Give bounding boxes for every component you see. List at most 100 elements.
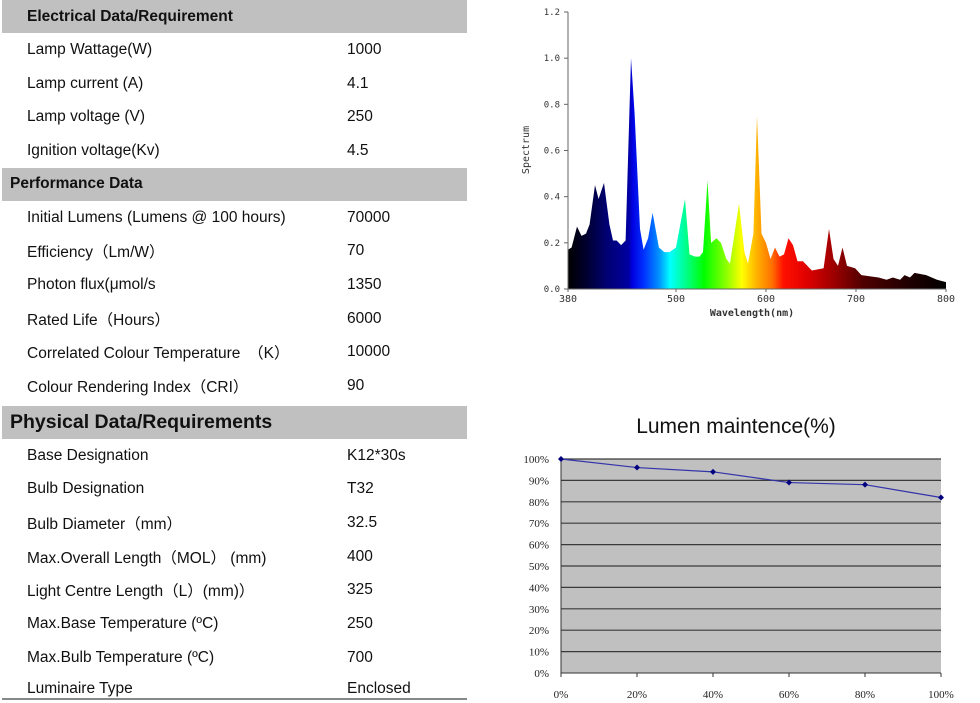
row-value: 1350 xyxy=(347,275,382,293)
row-label: Max.Base Temperature (ºC) xyxy=(27,615,219,633)
table-row: Bulb Designation T32 xyxy=(2,473,467,507)
row-value: 32.5 xyxy=(347,514,378,532)
row-label: Efficiency（Lm/W） xyxy=(27,244,165,262)
spectrum-x-tick-label: 380 xyxy=(559,294,577,305)
spectrum-y-tick-label: 0.4 xyxy=(544,193,560,203)
lumen-y-tick-label: 90% xyxy=(529,475,549,487)
lumen-y-tick-label: 20% xyxy=(529,625,549,637)
row-label: Initial Lumens (Lumens @ 100 hours) xyxy=(27,208,286,226)
spectrum-y-tick-label: 0.0 xyxy=(544,285,560,295)
row-value: 1000 xyxy=(347,40,382,58)
spectrum-x-tick-label: 500 xyxy=(667,294,685,305)
lumen-data-point xyxy=(786,479,792,486)
row-label: Photon flux(μmol/s xyxy=(27,275,156,293)
lumen-y-tick-label: 0% xyxy=(534,668,549,680)
table-row: Luminaire Type Enclosed xyxy=(2,675,467,703)
table-row: Rated Life（Hours） 6000 xyxy=(2,302,467,336)
table-bottom-divider xyxy=(2,698,467,700)
lumen-x-tick-label: 100% xyxy=(928,689,954,700)
row-label: Lamp Wattage(W) xyxy=(27,40,153,58)
spectrum-area xyxy=(568,58,946,289)
spectrum-y-tick-label: 0.2 xyxy=(544,239,560,249)
table-row: Colour Rendering Index（CRI） 90 xyxy=(2,369,467,403)
spectrum-y-tick-label: 0.6 xyxy=(544,147,560,157)
row-label: Luminaire Type xyxy=(27,679,133,697)
row-value: 4.1 xyxy=(347,74,369,92)
table-row: Max.Base Temperature (ºC) 250 xyxy=(2,607,467,641)
table-row: Max.Bulb Temperature (ºC) 700 xyxy=(2,641,467,675)
lumen-x-tick-label: 80% xyxy=(855,689,875,700)
row-label: Lamp voltage (V) xyxy=(27,108,146,126)
lumen-y-tick-label: 10% xyxy=(529,647,549,659)
lumen-x-tick-label: 0% xyxy=(554,689,569,700)
table-row: Base Designation K12*30s xyxy=(2,439,467,473)
spectrum-y-tick-label: 1.2 xyxy=(544,8,560,18)
row-value: 325 xyxy=(347,581,373,599)
section-header: Electrical Data/Requirement xyxy=(2,0,467,33)
spectrum-x-tick-label: 700 xyxy=(847,294,865,305)
lumen-y-tick-label: 80% xyxy=(529,497,549,509)
row-value: Enclosed xyxy=(347,679,411,697)
row-label: Correlated Colour Temperature （K） xyxy=(27,345,290,363)
lumen-chart-title: Lumen maintence(%) xyxy=(636,415,836,438)
row-value: 250 xyxy=(347,108,373,126)
section-header: Physical Data/Requirements xyxy=(2,405,467,439)
row-label: Light Centre Length（L）(mm)） xyxy=(27,583,255,601)
row-label: Max.Bulb Temperature (ºC) xyxy=(27,648,215,666)
row-value: 90 xyxy=(347,377,365,395)
row-value: 250 xyxy=(347,615,373,633)
lumen-data-point xyxy=(710,468,716,475)
lumen-series-line xyxy=(560,458,942,499)
table-row: Correlated Colour Temperature （K） 10000 xyxy=(2,336,467,370)
spectrum-x-axis-label: Wavelength(nm) xyxy=(710,308,794,319)
lumen-x-tick-label: 60% xyxy=(779,689,799,700)
spectrum-x-tick-label: 800 xyxy=(937,294,955,305)
row-value: 700 xyxy=(347,648,373,666)
table-row: Initial Lumens (Lumens @ 100 hours) 70000 xyxy=(2,201,467,235)
spectrum-x-tick-label: 600 xyxy=(757,294,775,305)
table-row: Max.Overall Length（MOL） (mm) 400 xyxy=(2,540,467,574)
table-row: Lamp current (A) 4.1 xyxy=(2,67,467,101)
lumen-y-tick-label: 50% xyxy=(529,561,549,573)
row-value: 70000 xyxy=(347,208,391,226)
lumen-data-point xyxy=(634,464,640,471)
row-label: Ignition voltage(Kv) xyxy=(27,141,160,159)
spectrum-y-axis-label: Spectrum xyxy=(521,126,532,174)
lumen-plot-area xyxy=(561,459,941,673)
lumen-y-tick-label: 30% xyxy=(529,604,549,616)
row-label: Base Designation xyxy=(27,446,149,464)
table-row: Efficiency（Lm/W） 70 xyxy=(2,234,467,268)
table-row: Photon flux(μmol/s 1350 xyxy=(2,268,467,302)
table-row: Lamp voltage (V) 250 xyxy=(2,100,467,134)
lumen-x-tick-label: 20% xyxy=(627,689,647,700)
row-value: 6000 xyxy=(347,309,382,327)
row-label: Bulb Diameter（mm） xyxy=(27,516,183,534)
row-value: 10000 xyxy=(347,343,391,361)
row-value: 400 xyxy=(347,547,373,565)
row-value: 70 xyxy=(347,242,365,260)
lumen-y-tick-label: 40% xyxy=(529,582,549,594)
spectrum-y-tick-label: 0.8 xyxy=(544,100,560,110)
lamp-spec-table: Electrical Data/Requirement Lamp Wattage(… xyxy=(2,0,467,703)
spectrum-y-tick-label: 1.0 xyxy=(544,54,560,64)
table-row: Light Centre Length（L）(mm)） 325 xyxy=(2,574,467,608)
lumen-y-tick-label: 60% xyxy=(529,540,549,552)
row-label: Lamp current (A) xyxy=(27,74,144,92)
row-label: Colour Rendering Index（CRI） xyxy=(27,379,249,397)
table-row: Ignition voltage(Kv) 4.5 xyxy=(2,134,467,168)
row-value: K12*30s xyxy=(347,446,406,464)
row-value: 4.5 xyxy=(347,141,369,159)
table-row: Bulb Diameter（mm） 32.5 xyxy=(2,506,467,540)
row-label: Bulb Designation xyxy=(27,480,145,498)
row-label: Rated Life（Hours） xyxy=(27,311,171,329)
lumen-y-tick-label: 100% xyxy=(523,454,549,466)
lumen-data-point xyxy=(938,494,944,501)
lumen-y-tick-label: 70% xyxy=(529,518,549,530)
section-header: Performance Data xyxy=(2,167,467,201)
lumen-data-point xyxy=(862,481,868,488)
row-label: Max.Overall Length（MOL） (mm) xyxy=(27,549,267,567)
lumen-data-point xyxy=(558,456,564,462)
row-value: T32 xyxy=(347,480,374,498)
table-row: Lamp Wattage(W) 1000 xyxy=(2,33,467,67)
lumen-x-tick-label: 40% xyxy=(703,689,723,700)
